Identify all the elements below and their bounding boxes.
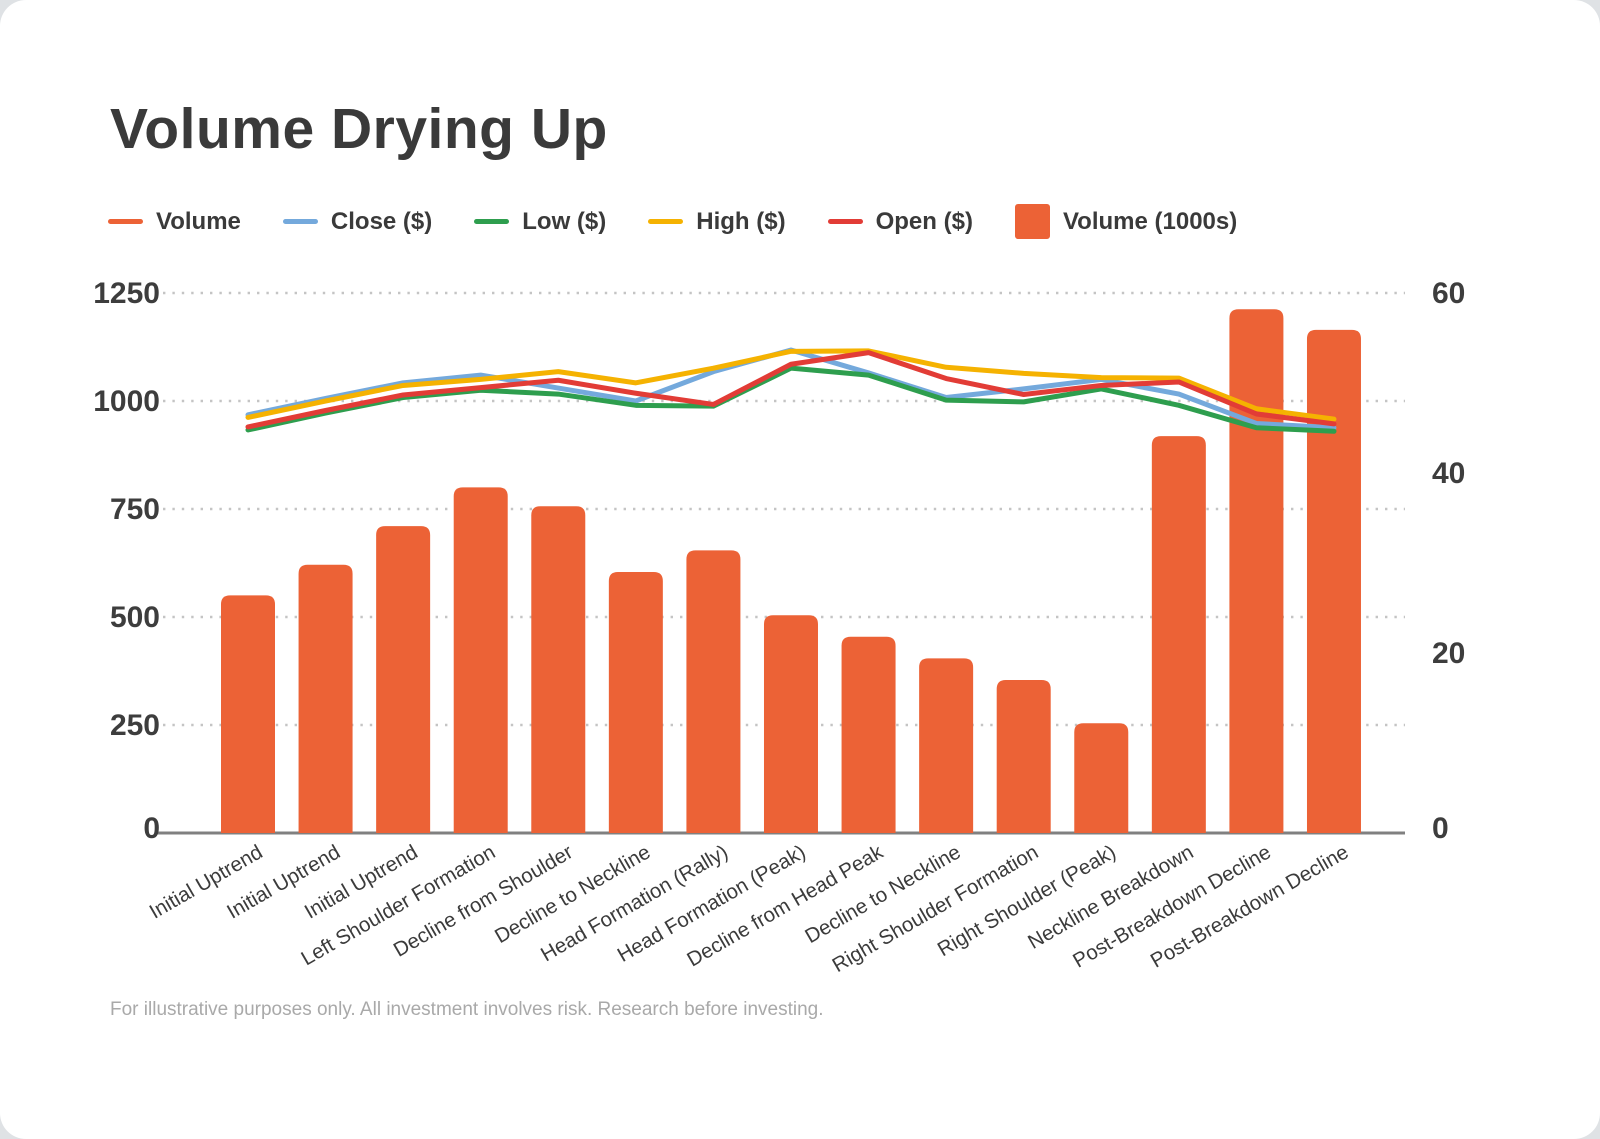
legend-item-close: Close ($) (282, 207, 433, 236)
legend-label: Open ($) (875, 207, 973, 235)
left-axis-tick: 1250 (93, 277, 160, 310)
volume-bar (1229, 309, 1284, 833)
volume-bar (1074, 723, 1129, 833)
volume-bar (1151, 436, 1206, 833)
legend-swatch-volume-1000s (1014, 204, 1050, 239)
price-line-low (245, 365, 1337, 434)
legend-item-high: High ($) (648, 207, 786, 236)
legend-item-low: Low ($) (474, 208, 606, 236)
price-line-close (245, 347, 1337, 431)
volume-bar (453, 487, 508, 833)
legend-swatch-low (474, 219, 510, 224)
volume-bar (686, 550, 741, 833)
price-line-open (245, 350, 1337, 430)
volume-bar (996, 680, 1051, 833)
volume-bar (919, 658, 974, 833)
volume-bar (376, 526, 431, 833)
left-axis-tick: 500 (110, 601, 160, 634)
legend-swatch-open (827, 219, 863, 224)
legend-label: Volume (156, 207, 241, 235)
disclaimer-text: For illustrative purposes only. All inve… (110, 999, 824, 1020)
chart-legend: Volume Close ($) Low ($) High ($) Open ($) Vo… (108, 204, 1237, 239)
chart-title: Volume Drying Up (110, 97, 608, 161)
right-axis-tick: 40 (1432, 457, 1465, 490)
volume-bar (608, 572, 663, 833)
legend-swatch-high (648, 219, 684, 224)
volume-bar (763, 615, 818, 833)
left-axis-tick: 250 (110, 709, 160, 742)
left-axis-tick: 750 (110, 493, 160, 526)
legend-swatch-close (282, 219, 318, 224)
legend-label: Low ($) (522, 207, 607, 235)
left-axis-tick: 0 (143, 812, 160, 845)
volume-bar (298, 564, 353, 833)
price-line-high (245, 348, 1337, 422)
left-axis-tick: 1000 (93, 385, 160, 418)
volume-bar (1306, 329, 1361, 833)
legend-item-volume: Volume (108, 208, 241, 236)
volume-bar (841, 636, 896, 833)
legend-label: High ($) (696, 207, 786, 235)
volume-bar (221, 595, 275, 833)
legend-item-open: Open ($) (827, 207, 973, 236)
legend-item-volume-1000s: Volume (1000s) (1014, 204, 1238, 239)
right-axis-tick: 60 (1432, 277, 1465, 310)
volume-bar (531, 506, 586, 833)
legend-label: Close ($) (330, 207, 433, 235)
right-axis-tick: 20 (1432, 637, 1465, 670)
right-axis-tick: 0 (1432, 812, 1449, 845)
legend-swatch-volume (108, 219, 143, 224)
legend-label: Volume (1000s) (1062, 207, 1238, 235)
